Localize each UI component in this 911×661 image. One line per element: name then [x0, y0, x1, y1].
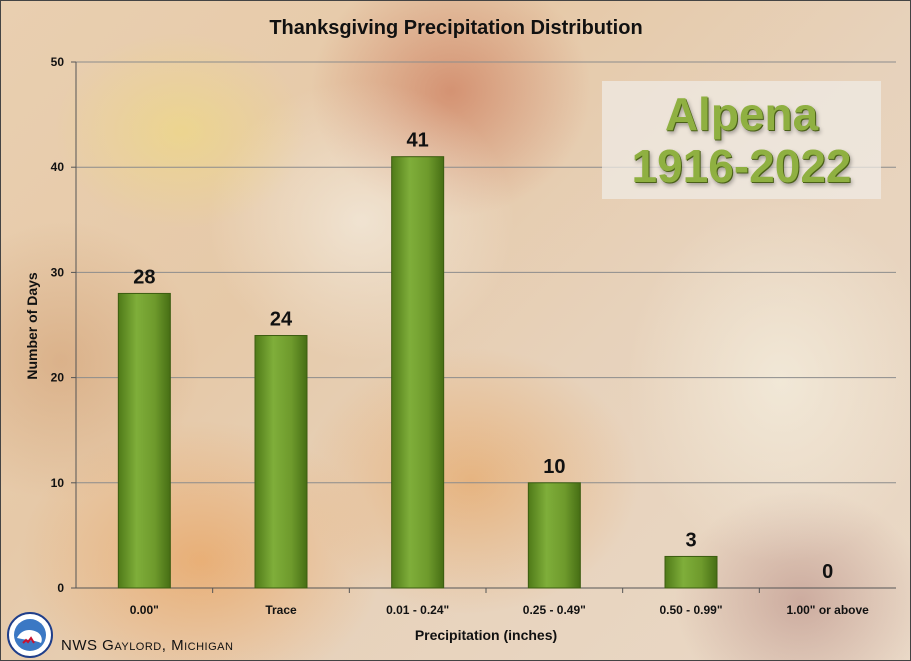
x-tick-label: 0.50 - 0.99" — [659, 603, 722, 617]
x-tick-label: 1.00" or above — [786, 603, 869, 617]
location-overlay: Alpena 1916-2022 — [602, 81, 881, 199]
x-tick-label: 0.00" — [130, 603, 159, 617]
data-label: 41 — [407, 130, 429, 152]
x-tick-label: 0.01 - 0.24" — [386, 603, 449, 617]
x-tick-label: Trace — [265, 603, 297, 617]
x-axis-label: Precipitation (inches) — [415, 627, 557, 643]
y-tick-label: 50 — [51, 55, 65, 69]
chart-title: Thanksgiving Precipitation Distribution — [269, 17, 642, 39]
data-label: 0 — [822, 561, 833, 583]
y-tick-label: 10 — [51, 476, 65, 490]
nws-logo-icon — [7, 612, 53, 658]
data-label: 24 — [270, 309, 293, 331]
bar — [391, 156, 445, 589]
bar — [664, 555, 718, 589]
period-of-record: 1916-2022 — [631, 140, 852, 192]
y-tick-label: 30 — [51, 265, 65, 279]
data-label: 3 — [685, 529, 696, 551]
y-tick-label: 20 — [51, 371, 65, 385]
data-label: 28 — [133, 266, 155, 288]
location-name: Alpena — [664, 88, 819, 140]
y-axis-label: Number of Days — [24, 272, 40, 380]
data-label: 10 — [543, 456, 565, 478]
x-tick-label: 0.25 - 0.49" — [523, 603, 586, 617]
bar — [527, 482, 581, 589]
credit-text: NWS Gaylord, Michigan — [61, 637, 234, 654]
bar — [117, 292, 171, 589]
bar — [254, 335, 308, 589]
y-tick-label: 0 — [57, 581, 64, 595]
y-tick-label: 40 — [51, 160, 65, 174]
